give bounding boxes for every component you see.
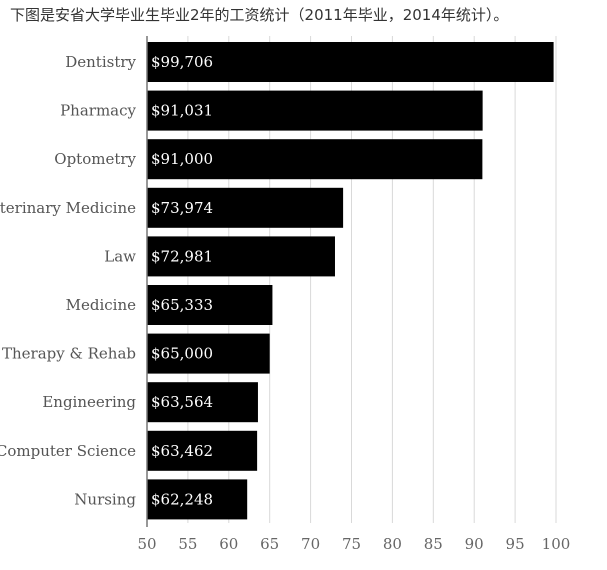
- bar: [147, 479, 248, 520]
- category-label: Pharmacy: [60, 102, 136, 120]
- x-tick-label: 100: [542, 535, 571, 553]
- bar: [147, 382, 258, 423]
- x-tick-label: 85: [424, 535, 443, 553]
- value-label: $63,462: [151, 442, 213, 460]
- bar: [147, 285, 273, 325]
- value-label: $91,031: [151, 102, 213, 120]
- category-label: Medicine: [66, 296, 136, 314]
- category-label: Veterinary Medicine: [0, 199, 136, 217]
- x-tick-label: 95: [506, 535, 525, 553]
- gridlines: [187, 36, 557, 523]
- x-tick-label: 50: [137, 535, 156, 553]
- bar: [147, 139, 483, 180]
- value-labels: $99,706 $91,031 $91,000 $73,974 $72,981 $65,3…: [151, 53, 213, 508]
- category-label: Computer Science: [0, 442, 136, 460]
- x-tick-labels: 50 55 60 65 70 75 80 85 90 95 100: [137, 535, 570, 553]
- value-label: $72,981: [151, 247, 213, 265]
- category-label: Law: [104, 247, 136, 265]
- bar: [147, 42, 554, 82]
- x-tick-label: 70: [301, 535, 320, 553]
- x-tick-label: 65: [260, 535, 279, 553]
- x-tick-label: 60: [219, 535, 238, 553]
- value-label: $65,333: [151, 296, 213, 314]
- value-label: $65,000: [151, 345, 213, 363]
- category-label: Engineering: [42, 393, 136, 411]
- value-label: $99,706: [151, 53, 213, 71]
- value-label: $62,248: [151, 490, 213, 508]
- category-labels: Dentistry Pharmacy Optometry Veterinary Med…: [0, 53, 137, 508]
- bar: [147, 333, 270, 374]
- bar: [147, 187, 344, 228]
- chart-caption: 下图是安省大学毕业生毕业2年的工资统计（2011年毕业，2014年统计）。: [10, 6, 509, 24]
- x-tick-label: 55: [178, 535, 197, 553]
- category-label: Therapy & Rehab: [2, 345, 136, 363]
- bar: [147, 236, 335, 277]
- category-label: Dentistry: [65, 53, 136, 71]
- value-label: $63,564: [151, 393, 213, 411]
- x-tick-label: 90: [465, 535, 484, 553]
- category-label: Nursing: [74, 490, 136, 508]
- value-label: $91,000: [151, 150, 213, 168]
- bar: [147, 430, 258, 471]
- category-label: Optometry: [54, 150, 136, 168]
- x-tick-label: 75: [342, 535, 361, 553]
- x-tick-label: 80: [383, 535, 402, 553]
- bar: [147, 90, 483, 131]
- bars: [147, 42, 554, 520]
- value-label: $73,974: [151, 199, 213, 217]
